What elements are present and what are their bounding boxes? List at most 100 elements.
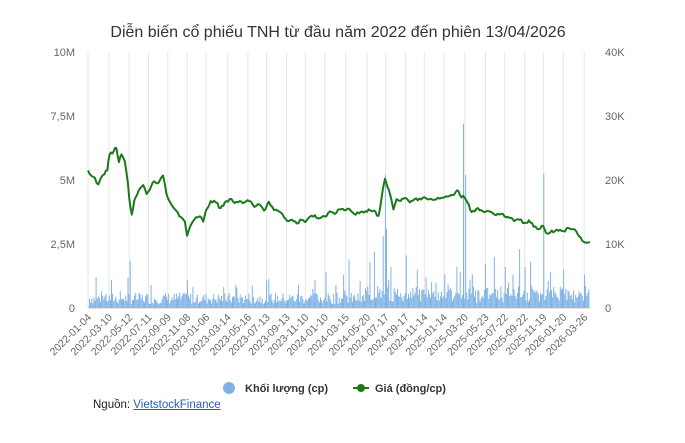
volume-bar	[554, 291, 556, 308]
volume-bar	[327, 293, 329, 308]
volume-bar	[339, 302, 341, 308]
volume-bar	[558, 300, 560, 308]
volume-bar	[460, 298, 462, 308]
volume-bar	[214, 299, 216, 308]
volume-bar	[164, 293, 166, 308]
volume-bar	[570, 294, 572, 308]
volume-bar	[182, 293, 184, 308]
volume-bar	[293, 301, 295, 308]
volume-bar	[123, 298, 125, 308]
volume-bar	[311, 296, 313, 308]
volume-bar	[568, 291, 570, 308]
volume-bar	[466, 292, 468, 308]
volume-bar	[377, 285, 379, 308]
volume-bar	[478, 290, 480, 308]
volume-bar	[314, 279, 316, 308]
volume-bar	[203, 294, 205, 308]
volume-bar	[433, 291, 435, 308]
price-line	[87, 147, 591, 244]
volume-bar	[179, 293, 181, 308]
volume-bar	[512, 274, 514, 308]
volume-bar	[239, 294, 241, 308]
volume-bar	[471, 274, 473, 308]
volume-bar	[394, 291, 396, 308]
volume-bar	[281, 298, 283, 308]
volume-bar	[459, 272, 461, 308]
volume-bar	[157, 302, 159, 308]
volume-bar	[188, 295, 189, 308]
volume-bar	[340, 298, 342, 308]
volume-bar	[136, 300, 138, 308]
volume-bar	[392, 301, 394, 308]
volume-bar	[194, 302, 196, 308]
volume-bar	[189, 298, 191, 308]
volume-bar	[541, 294, 543, 308]
volume-bar	[310, 295, 312, 308]
volume-bar	[204, 300, 206, 308]
chart-title: Diễn biến cổ phiếu TNH từ đầu năm 2022 đ…	[110, 22, 565, 41]
volume-bar	[522, 294, 524, 308]
volume-bar	[357, 293, 359, 308]
volume-bar	[331, 303, 332, 308]
volume-bar	[91, 299, 93, 308]
volume-bar	[351, 301, 353, 308]
volume-bar	[246, 298, 248, 308]
volume-bar	[324, 298, 326, 308]
volume-bar	[106, 301, 108, 308]
volume-bar	[450, 290, 452, 308]
volume-bar	[419, 289, 420, 308]
volume-bar	[216, 302, 218, 308]
volume-bar	[213, 293, 215, 308]
volume-bar	[207, 298, 209, 308]
volume-bar	[573, 290, 574, 308]
volume-bar	[93, 297, 95, 308]
volume-bar	[489, 294, 491, 308]
volume-bar	[588, 289, 590, 308]
volume-bar	[155, 300, 156, 308]
volume-bar	[272, 303, 274, 308]
volume-bar	[303, 303, 305, 308]
volume-bar	[579, 293, 581, 308]
volume-bar	[538, 301, 540, 308]
volume-bar	[262, 304, 264, 308]
volume-bar	[105, 294, 107, 308]
volume-bar	[224, 293, 226, 308]
volume-bar	[181, 296, 183, 308]
volume-bar	[283, 300, 285, 308]
volume-bar	[426, 297, 428, 308]
volume-bar	[315, 293, 317, 308]
volume-bar	[306, 300, 308, 308]
volume-bar	[364, 300, 365, 308]
volume-bar	[103, 299, 105, 308]
volume-bar	[552, 297, 554, 308]
volume-bar	[502, 302, 504, 308]
volume-bar	[559, 286, 561, 308]
volume-bar	[347, 302, 349, 308]
volume-bar	[494, 288, 496, 308]
volume-bar	[428, 293, 430, 308]
volume-bar	[534, 292, 536, 308]
volume-bar	[167, 300, 169, 308]
volume-bar	[417, 295, 419, 308]
volume-bar	[236, 287, 238, 308]
volume-bar	[445, 297, 447, 308]
volume-bar	[481, 295, 483, 308]
volume-bar	[448, 289, 450, 308]
volume-bar	[335, 284, 337, 308]
volume-bar	[567, 290, 569, 308]
source-link[interactable]: VietstockFinance	[133, 399, 221, 411]
volume-bar	[245, 295, 247, 308]
volume-bar	[278, 301, 280, 308]
volume-bar	[533, 290, 535, 308]
volume-bar	[529, 299, 530, 308]
volume-bar	[200, 301, 202, 308]
volume-bar	[267, 302, 269, 308]
volume-bar	[107, 300, 109, 308]
volume-bar	[126, 301, 128, 308]
volume-bar	[438, 300, 440, 308]
volume-bar	[523, 290, 525, 308]
volume-bar	[294, 301, 296, 308]
volume-bar	[186, 279, 188, 308]
volume-bar	[577, 296, 579, 308]
volume-bar	[423, 289, 425, 308]
